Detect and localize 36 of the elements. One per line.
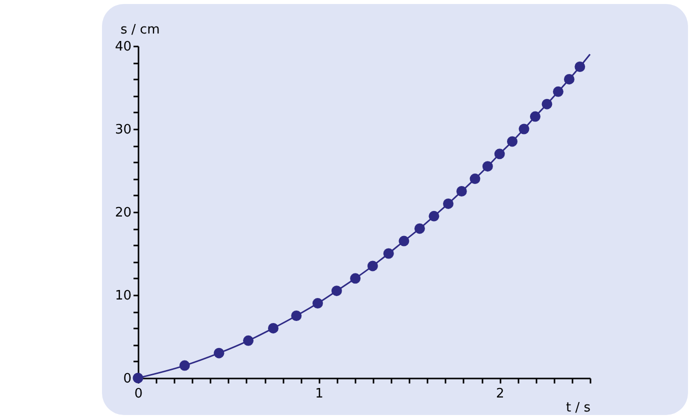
- point: [518, 124, 530, 134]
- x-axis-title: t / s: [566, 400, 591, 416]
- point: [552, 86, 564, 97]
- y-axis-title: s / cm: [120, 22, 160, 38]
- point: [574, 62, 586, 72]
- point: [530, 111, 540, 122]
- point: [414, 223, 425, 234]
- point: [398, 236, 410, 246]
- y-tick-label: 10: [114, 288, 132, 304]
- point: [564, 74, 574, 84]
- point: [428, 210, 440, 222]
- point: [214, 348, 224, 358]
- point: [443, 198, 454, 209]
- x-tick-label: 0: [134, 386, 143, 402]
- point: [291, 310, 302, 321]
- point: [470, 174, 480, 184]
- point: [367, 260, 378, 272]
- y-tick-label: 40: [114, 40, 132, 54]
- point: [456, 186, 467, 196]
- point: [507, 136, 518, 147]
- y-tick-label: 0: [123, 372, 132, 386]
- x-tick-label: 2: [496, 386, 504, 402]
- point: [494, 148, 505, 160]
- x-tick-label: 1: [315, 386, 324, 402]
- point: [383, 248, 394, 259]
- point: [132, 372, 144, 384]
- point: [243, 335, 254, 346]
- y-tick-label: 30: [114, 122, 132, 138]
- point: [542, 98, 552, 110]
- point: [268, 322, 278, 334]
- point: [331, 286, 342, 296]
- point: [350, 273, 361, 284]
- point: [312, 298, 323, 309]
- point: [482, 161, 493, 172]
- y-tick-label: 20: [114, 206, 132, 220]
- point: [179, 360, 190, 371]
